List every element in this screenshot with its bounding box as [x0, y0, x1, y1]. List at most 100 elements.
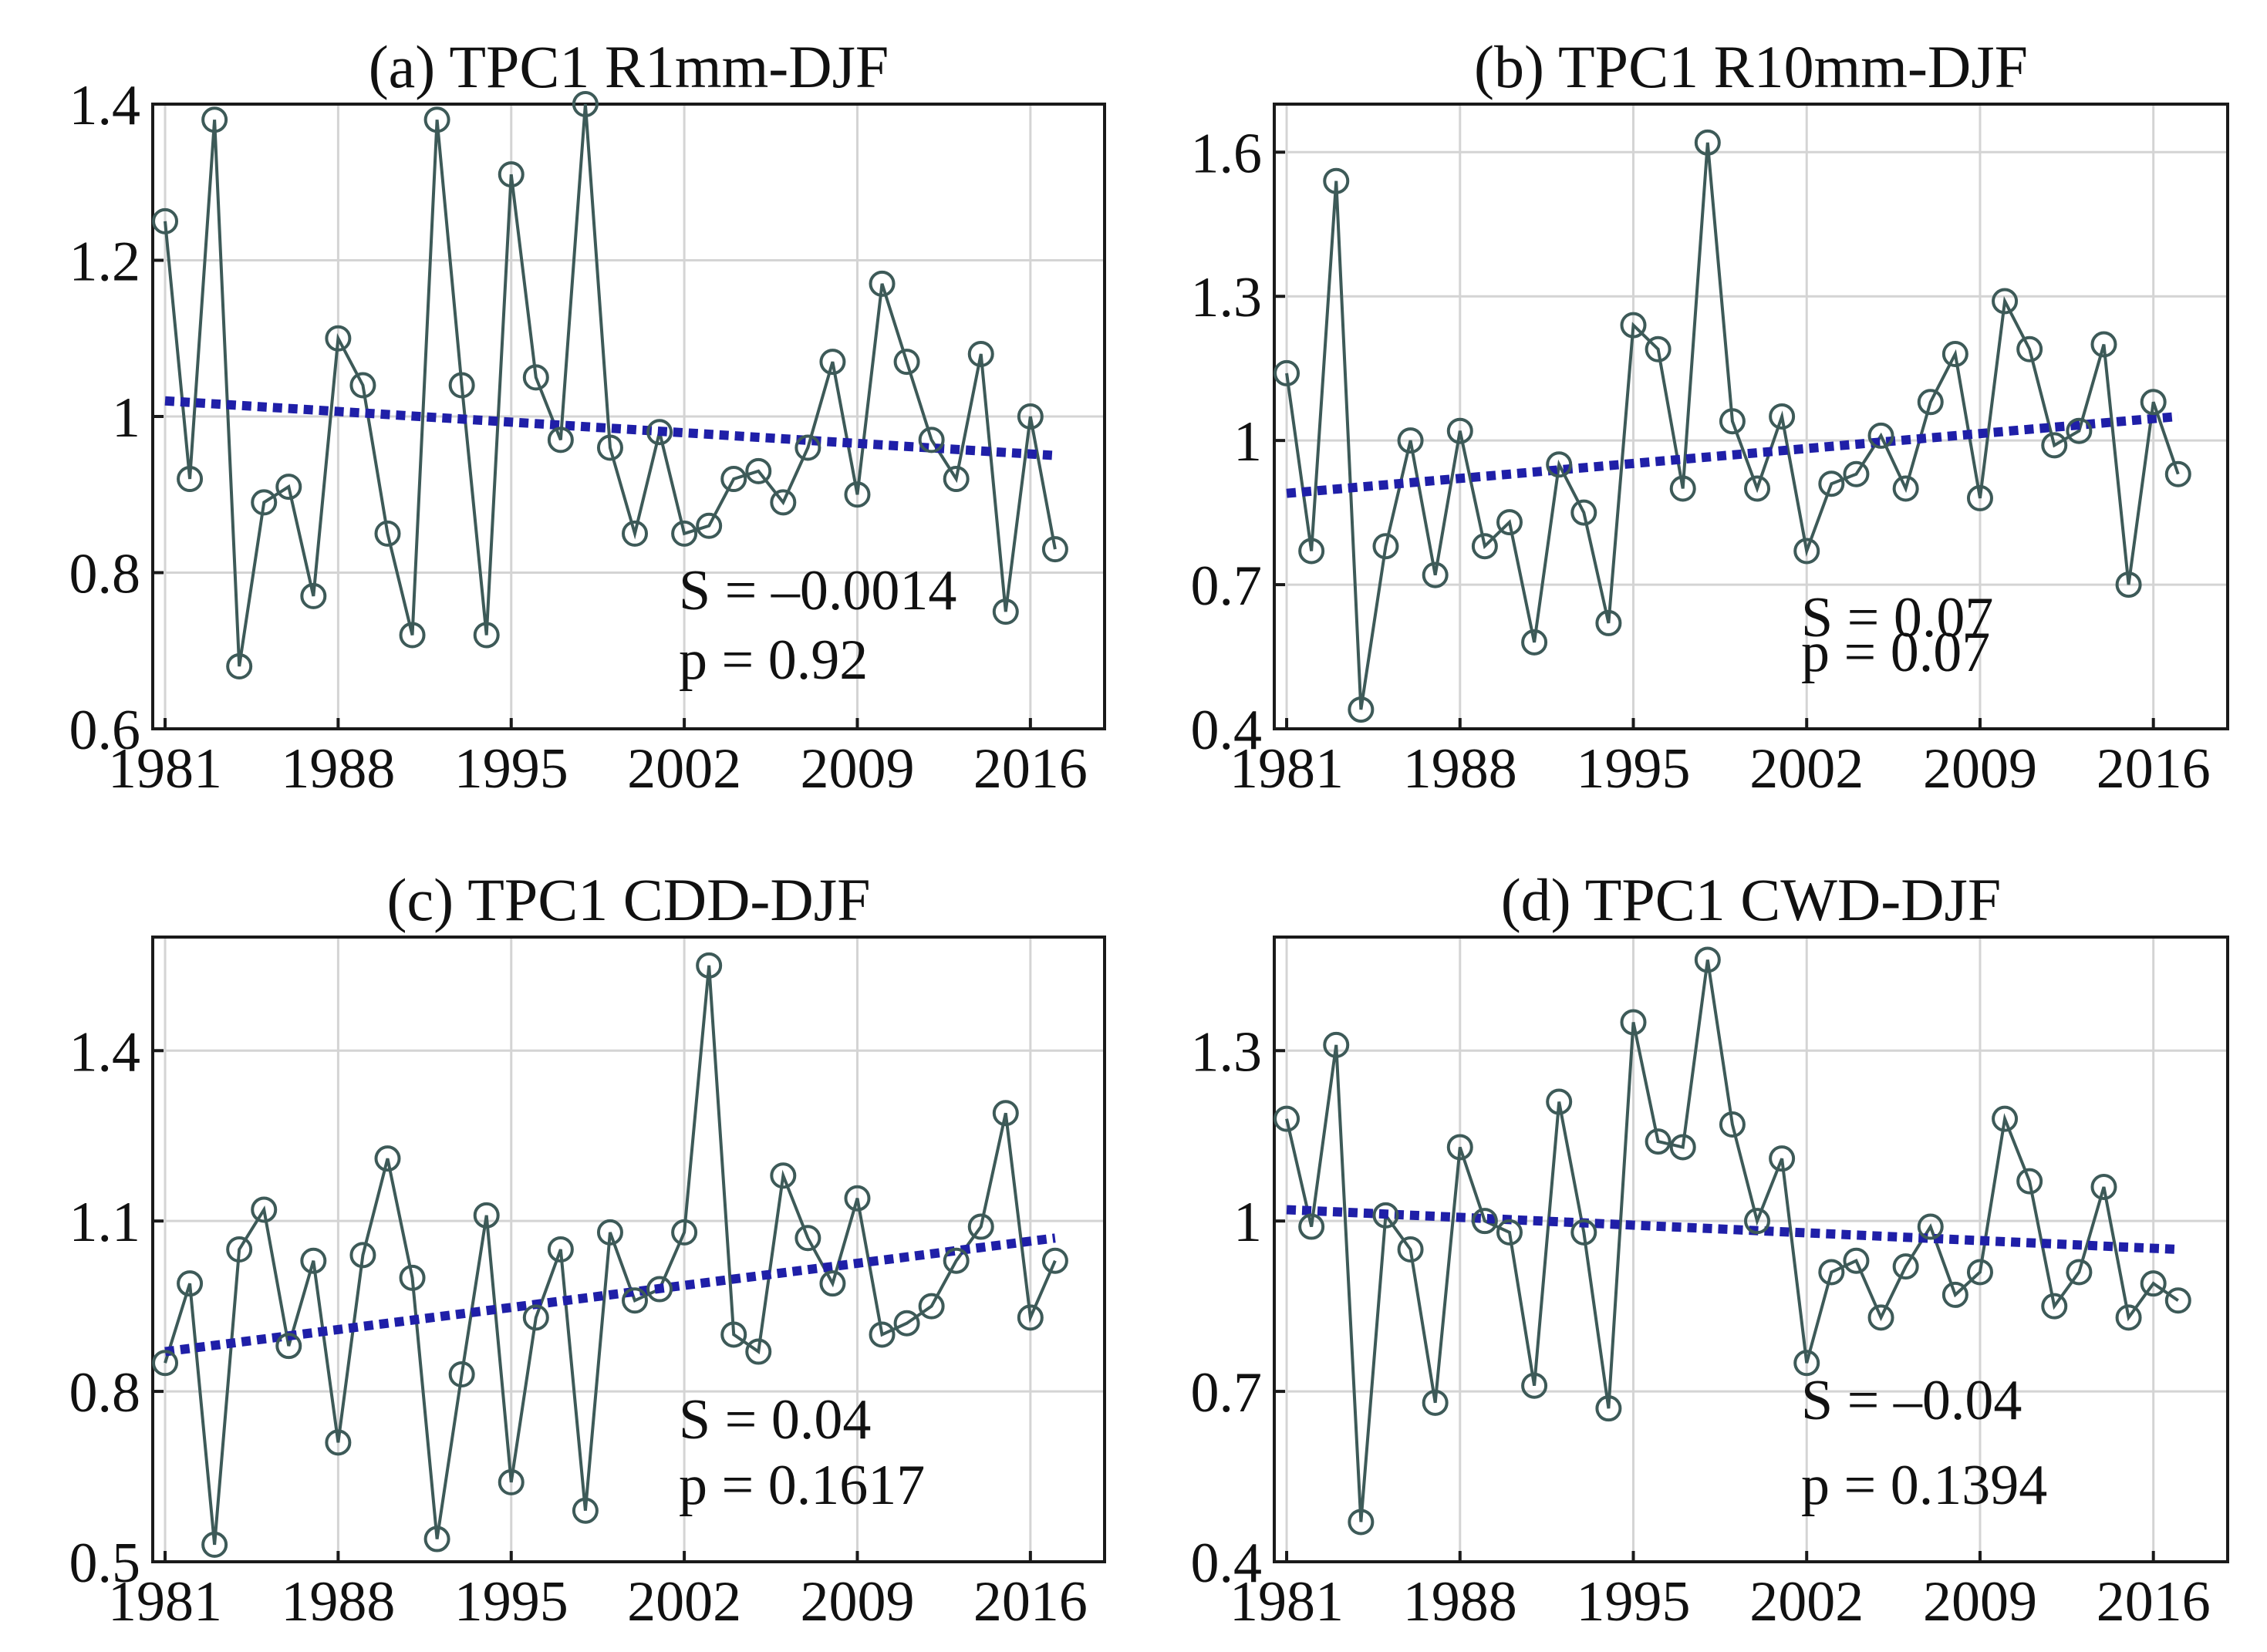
data-point [522, 364, 549, 391]
data-point [646, 1276, 673, 1303]
data-point [967, 341, 994, 367]
y-tick-label: 0.7 [1191, 1361, 1263, 1424]
data-point [1744, 475, 1771, 502]
data-point [1446, 1134, 1473, 1161]
data-point [622, 1287, 649, 1314]
data-point [745, 1338, 772, 1365]
x-tick-label: 1995 [1577, 1570, 1691, 1633]
data-point [1595, 1395, 1622, 1422]
data-series-line [1285, 142, 2180, 710]
data-point [2066, 417, 2093, 444]
x-tick-label: 2016 [2097, 1570, 2211, 1633]
data-point [943, 466, 970, 492]
data-point [770, 1162, 797, 1189]
x-tick-label: 1981 [108, 737, 222, 801]
x-tick-label: 1995 [454, 1570, 568, 1633]
data-point [1496, 1219, 1523, 1246]
data-point [720, 1321, 747, 1348]
data-point [325, 1429, 352, 1456]
data-point [152, 1350, 179, 1377]
data-point [1769, 403, 1796, 430]
data-point [423, 106, 450, 133]
data-point [696, 952, 723, 979]
data-point [572, 1497, 599, 1524]
y-tick-label: 0.4 [1191, 699, 1263, 762]
data-point [967, 1213, 994, 1240]
data-point [325, 325, 352, 352]
y-tick-label: 0.6 [69, 699, 141, 762]
data-point [844, 481, 871, 508]
trend-line [164, 396, 1056, 460]
y-tick-label: 0.5 [69, 1532, 141, 1595]
data-point [893, 1310, 920, 1337]
data-point [399, 622, 426, 649]
data-point [177, 466, 204, 492]
panel-a: 1981 1988 1995 2002 2009 2016 0.6 0.8 1 1.2 1.4 (a)… [69, 33, 1106, 801]
data-point [869, 1321, 896, 1348]
data-series-line [164, 103, 1057, 667]
data-point [374, 1145, 401, 1172]
data-point [399, 1264, 426, 1291]
slope-stat: S = 0.07 [1801, 586, 1993, 649]
data-point [1867, 422, 1894, 449]
data-point [1017, 1304, 1044, 1331]
data-point [844, 1185, 871, 1212]
data-point [349, 372, 376, 399]
data-point [1323, 1031, 1350, 1058]
y-tick-label: 0.4 [1191, 1532, 1263, 1595]
x-tick-label: 2009 [1923, 737, 2037, 801]
panel-b: 1981 1988 1995 2002 2009 2016 0.4 0.7 1 1.3 1.6 (b)… [1191, 33, 2229, 801]
x-tick-label: 1988 [1403, 737, 1517, 801]
y-tick-label: 1.4 [69, 1020, 141, 1084]
data-point [1941, 341, 1968, 367]
y-tick-label: 1 [1233, 410, 1262, 474]
p-value-stat: p = 0.1617 [679, 1454, 925, 1517]
panel-title: (c) TPC1 CDD-DJF [387, 866, 871, 933]
data-series-line [164, 965, 1057, 1546]
panel-c: 1981 1988 1995 2002 2009 2016 0.5 0.8 1.1 1.4 (c) … [69, 866, 1106, 1633]
data-point [1372, 533, 1399, 560]
data-point [2140, 389, 2167, 416]
p-value-stat: p = 0.92 [679, 629, 868, 692]
data-point [1867, 1304, 1894, 1331]
x-tick-label: 1981 [108, 1570, 222, 1633]
slope-stat: S = 0.04 [679, 1388, 871, 1451]
data-point [1793, 1350, 1820, 1377]
data-point [448, 1361, 475, 1387]
data-point [1521, 1372, 1548, 1399]
data-point [1992, 1105, 2019, 1132]
x-tick-label: 2009 [1923, 1570, 2037, 1633]
plot-frame [151, 936, 1106, 1563]
data-point [1041, 1247, 1068, 1274]
x-tick-label: 1981 [1230, 737, 1344, 801]
data-point [1274, 1105, 1300, 1132]
data-point [226, 653, 253, 679]
data-point [498, 161, 525, 188]
data-point [572, 91, 599, 117]
data-point [1521, 629, 1548, 656]
x-tick-label: 1988 [281, 737, 395, 801]
data-point [1917, 389, 1944, 416]
data-point [1471, 533, 1498, 560]
data-point [2164, 1287, 2191, 1314]
data-point [1818, 470, 1845, 497]
data-point [1843, 460, 1870, 487]
panel-d: 1981 1988 1995 2002 2009 2016 0.4 0.7 1 1.3 (d) TP… [1191, 866, 2229, 1633]
data-point [177, 1270, 204, 1297]
data-point [2140, 1270, 2167, 1297]
y-tick-label: 1 [1233, 1191, 1262, 1254]
plot-frame [1273, 103, 2229, 730]
data-point [992, 1100, 1019, 1127]
data-point [2164, 460, 2191, 487]
data-point [992, 598, 1019, 625]
trend-line [1286, 1205, 2179, 1254]
data-point [300, 1247, 327, 1274]
x-tick-label: 1995 [1577, 737, 1691, 801]
data-point [226, 1236, 253, 1263]
data-point [720, 466, 747, 492]
data-point [1570, 1219, 1597, 1246]
data-point [1323, 167, 1350, 194]
data-point [1694, 946, 1721, 973]
data-point [1595, 609, 1622, 636]
data-point [1274, 359, 1300, 386]
